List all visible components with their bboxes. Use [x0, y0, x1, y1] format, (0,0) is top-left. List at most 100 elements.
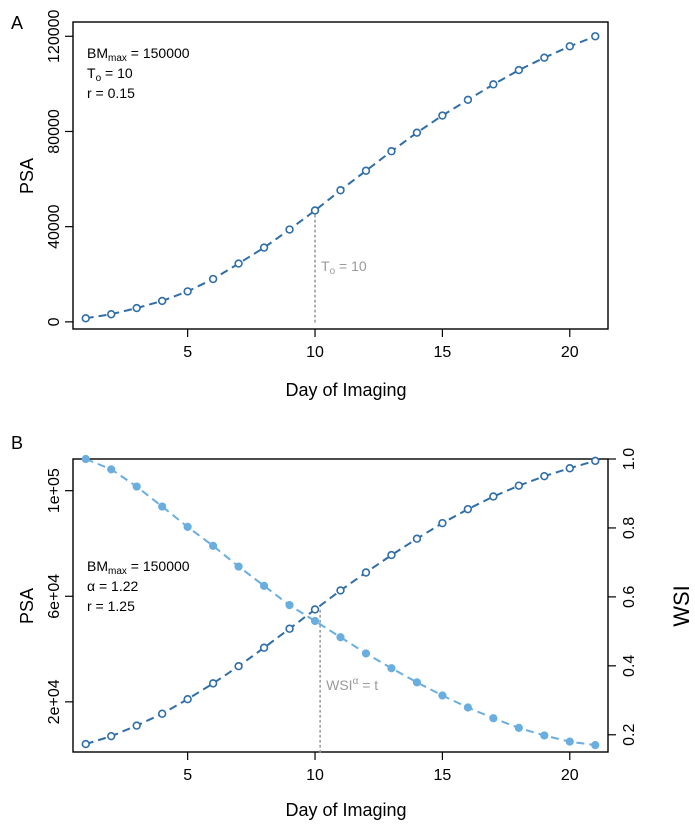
- panel-a-annotation-line: To = 10: [87, 65, 133, 84]
- panel-b-series-wsi-point: [81, 454, 90, 464]
- panel-a-y-axis-title: PSA: [17, 158, 37, 194]
- panel-b-series-wsi-point: [591, 741, 600, 750]
- panel-b-reference: WSIα = t: [319, 608, 378, 753]
- panel-b-series-psa-point: [591, 456, 600, 466]
- panel-b-series-wsi-point: [412, 678, 422, 687]
- panel-a-y-tick-label: 80000: [46, 109, 63, 154]
- panel-a-x-axis-title: Day of Imaging: [285, 380, 406, 400]
- panel-a: A 5 10 15 20 0 40000 80000 120000 To = 10 BMma…: [11, 9, 609, 400]
- panel-b-series-psa-point: [183, 695, 192, 704]
- panel-b-series-psa-point: [361, 568, 371, 577]
- panel-b-series-psa-point: [438, 518, 447, 528]
- panel-b-series-wsi-point: [259, 581, 269, 590]
- panel-a-x-tick-label: 20: [561, 344, 579, 361]
- panel-a-annotation-line: r = 0.15: [87, 85, 135, 101]
- panel-b-series-wsi-point: [158, 502, 167, 511]
- panel-b-series-wsi-point: [285, 601, 294, 610]
- panel-b-series-psa-point: [157, 709, 167, 718]
- panel-b-series-wsi-point: [540, 731, 549, 740]
- panel-b-annotation-line: α = 1.22: [87, 578, 139, 594]
- panel-b-series-psa-point: [310, 605, 320, 614]
- panel-b-y-tick-label-right: 0.4: [621, 655, 638, 677]
- panel-a-series-psa-point: [107, 310, 116, 319]
- panel-b-reference-label: WSIα = t: [326, 676, 378, 693]
- panel-a-series-psa-point: [285, 225, 294, 234]
- panel-b-series-wsi-point: [463, 703, 472, 712]
- panel-a-y-ticks: 0 40000 80000 120000: [46, 9, 73, 326]
- panel-a-x-tick-label: 5: [183, 344, 192, 361]
- panel-b-series-wsi-point: [387, 664, 396, 673]
- panel-b-series-psa-point: [208, 679, 218, 688]
- panel-b-x-tick-label: 20: [561, 767, 579, 784]
- panel-b-series-psa-point: [489, 492, 498, 501]
- panel-b-series-psa-point: [514, 481, 524, 490]
- panel-a-series: [81, 32, 600, 323]
- panel-a-series-psa-point: [336, 186, 345, 195]
- panel-b-y-tick-label-right: 1.0: [621, 448, 638, 470]
- panel-a-x-tick-label: 15: [434, 344, 452, 361]
- panel-b-x-tick-label: 5: [183, 767, 192, 784]
- panel-a-letter: A: [11, 13, 23, 33]
- panel-b-series-wsi-point: [514, 723, 523, 732]
- panel-a-series-psa-point: [208, 274, 218, 284]
- panel-b-series-psa-point: [132, 721, 141, 730]
- panel-a-plot-frame: [72, 21, 609, 330]
- panel-b-y-tick-label: 1e+05: [46, 468, 63, 513]
- panel-b-series-wsi-point: [565, 737, 574, 746]
- panel-a-series-psa-point: [387, 147, 396, 156]
- panel-b-y-tick-label-right: 0.8: [621, 517, 638, 539]
- panel-b-series-wsi-point: [234, 562, 243, 571]
- panel-a-series-psa-point: [183, 287, 192, 296]
- panel-b-series-psa-point: [81, 739, 90, 749]
- panel-a-series-psa-point: [489, 80, 498, 89]
- panel-b-series-wsi-line: [85, 458, 596, 747]
- panel-b-series: [81, 454, 600, 750]
- panel-a-series-psa-line: [85, 35, 596, 320]
- panel-a-series-psa-point: [259, 243, 269, 252]
- panel-b-series-wsi-point: [209, 541, 218, 550]
- panel-b-series-wsi-point: [107, 465, 116, 474]
- panel-b-letter: B: [11, 433, 23, 453]
- panel-b-series-psa-point: [463, 504, 473, 514]
- panel-b-series-wsi-point: [132, 482, 141, 491]
- panel-a-series-psa-point: [132, 303, 141, 313]
- panel-b-annotation-line: r = 1.25: [87, 598, 135, 614]
- panel-b-series-psa-point: [336, 586, 345, 595]
- panel-a-x-tick-label: 10: [306, 344, 324, 361]
- panel-b-series-psa-point: [387, 550, 396, 560]
- panel-b-y-ticks-right: 0.2 0.4 0.6 0.8 1.0: [608, 448, 638, 746]
- panel-a-series-psa-point: [310, 206, 320, 215]
- panel-b-annotation-line: BMmax = 150000: [87, 558, 190, 577]
- panel-a-series-psa-point: [438, 111, 447, 120]
- panel-b-y-axis-title-left: PSA: [17, 588, 37, 624]
- panel-b-y-tick-label: 2e+04: [46, 679, 63, 724]
- panel-b-x-ticks: 5 10 15 20: [183, 752, 579, 784]
- panel-a-series-psa-point: [361, 166, 371, 175]
- panel-b: B 5 10 15 20 2e+04 6e+04 1e+05 0.2 0.4 0.6 0.8 1.…: [11, 433, 694, 820]
- panel-a-series-psa-point: [463, 95, 473, 105]
- panel-b-series-wsi-point: [183, 522, 192, 532]
- panel-b-x-tick-label: 15: [434, 767, 452, 784]
- panel-b-x-tick-label: 10: [306, 767, 324, 784]
- panel-b-series-psa-point: [565, 464, 574, 473]
- panel-b-series-wsi-point: [438, 691, 447, 700]
- panel-b-y-tick-label: 6e+04: [46, 574, 63, 619]
- panel-b-series-psa-point: [540, 471, 549, 481]
- panel-a-x-ticks: 5 10 15 20: [183, 329, 579, 361]
- panel-b-series-psa-point: [259, 643, 269, 652]
- panel-a-series-psa-point: [565, 42, 574, 51]
- panel-a-y-tick-label: 0: [46, 317, 63, 326]
- panel-b-series-psa-point: [107, 731, 116, 741]
- panel-b-series-wsi-point: [310, 616, 320, 626]
- panel-a-y-tick-label: 40000: [46, 204, 63, 249]
- panel-a-series-psa-point: [412, 128, 422, 137]
- panel-b-series-wsi-point: [489, 714, 498, 723]
- panel-b-y-tick-label-right: 0.2: [621, 724, 638, 746]
- panel-b-series-wsi-point: [361, 649, 371, 658]
- panel-b-plot-frame: [72, 458, 609, 753]
- panel-a-series-psa-point: [234, 259, 243, 268]
- panel-b-y-axis-title-right: WSI: [669, 585, 694, 627]
